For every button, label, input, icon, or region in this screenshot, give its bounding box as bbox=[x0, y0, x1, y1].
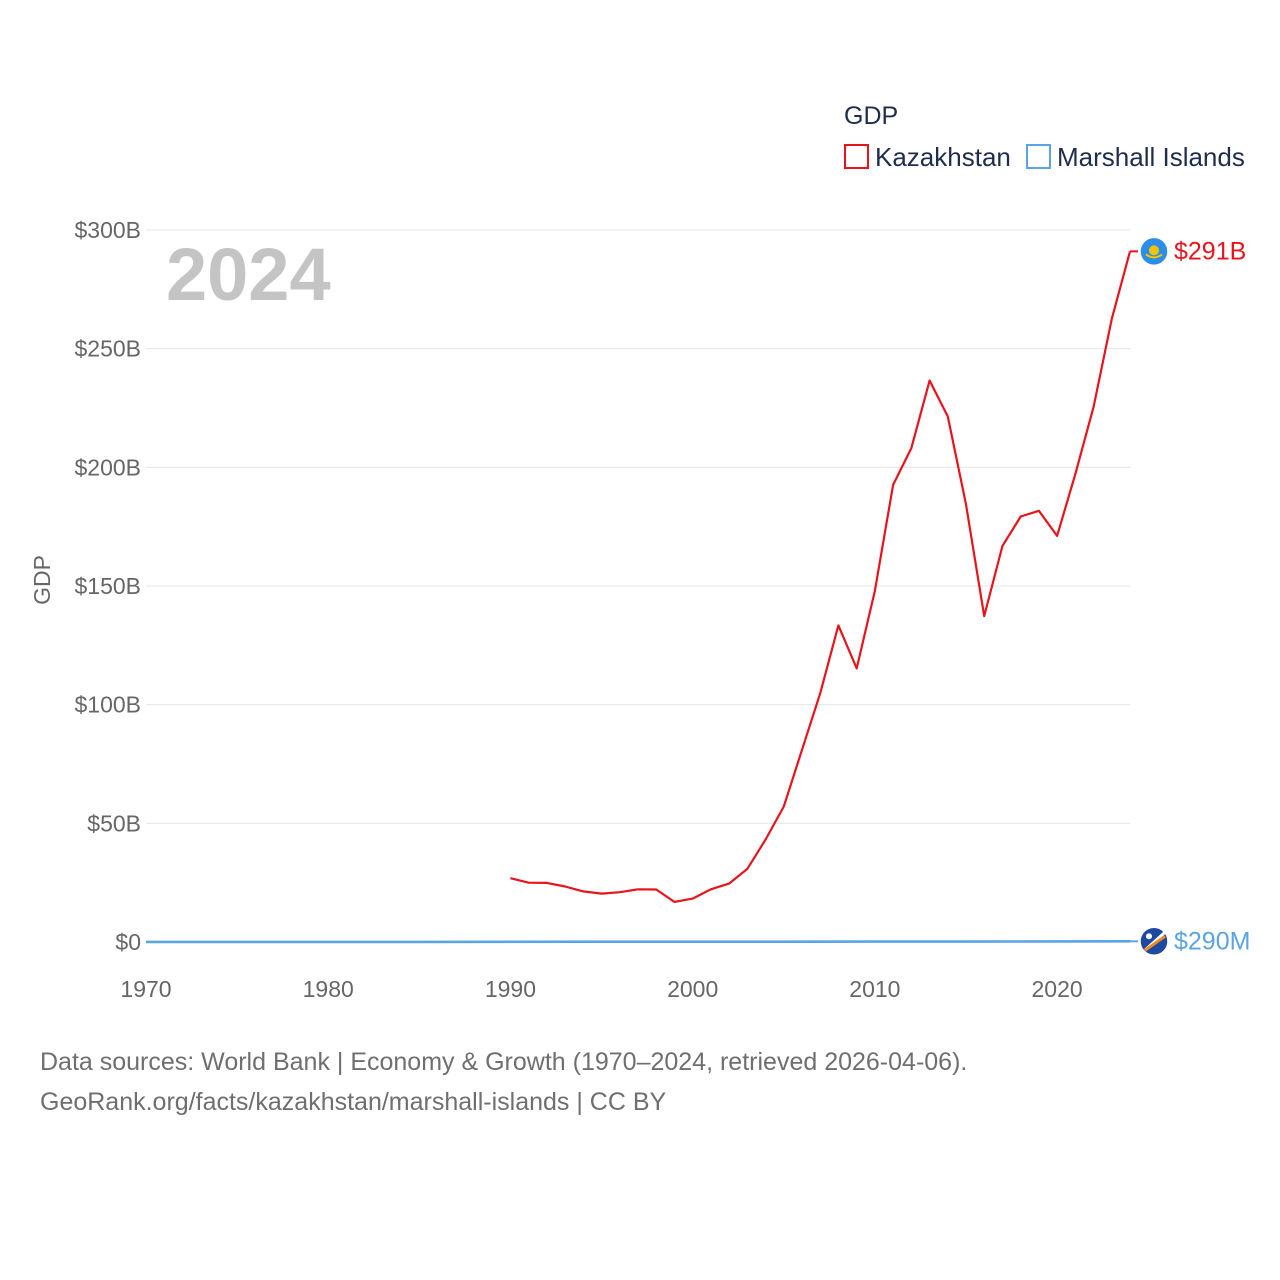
gridlines bbox=[146, 229, 1130, 943]
series-lines bbox=[146, 251, 1132, 944]
y-axis-title: GDP bbox=[29, 555, 55, 605]
legend-item-kazakhstan[interactable]: Kazakhstan bbox=[844, 142, 1011, 172]
source-line: Data sources: World Bank | Economy & Gro… bbox=[40, 1048, 968, 1076]
legend-title: GDP bbox=[844, 102, 898, 130]
legend-item-marshall-islands[interactable]: Marshall Islands bbox=[1026, 142, 1245, 172]
kazakhstan-flag-icon bbox=[1139, 236, 1169, 267]
legend: GDP Kazakhstan Marshall Islands bbox=[844, 102, 1245, 172]
y-tick-label: $300B bbox=[74, 217, 141, 243]
x-tick-label: 1990 bbox=[485, 976, 536, 1002]
y-tick-label: $150B bbox=[74, 573, 141, 599]
x-tick-label: 1980 bbox=[303, 976, 354, 1002]
legend-swatch-kazakhstan bbox=[844, 144, 869, 169]
end-label-marshall-islands: $290M bbox=[1174, 927, 1250, 955]
end-label-kazakhstan: $291B bbox=[1174, 237, 1246, 265]
gdp-line-chart: $0 $50B $100B $150B $200B $250B $300B 1970 1980… bbox=[29, 102, 1250, 1002]
x-tick-label: 1970 bbox=[120, 976, 171, 1002]
x-tick-label: 2010 bbox=[849, 976, 900, 1002]
y-tick-label: $100B bbox=[74, 692, 141, 718]
y-tick-label: $200B bbox=[74, 454, 141, 480]
series-end-markers bbox=[1130, 250, 1138, 943]
legend-label-kazakhstan: Kazakhstan bbox=[875, 142, 1011, 172]
series-line-kazakhstan bbox=[510, 251, 1132, 904]
series-line-marshall-islands bbox=[146, 939, 1131, 944]
x-tick-label: 2020 bbox=[1032, 976, 1083, 1002]
legend-label-marshall-islands: Marshall Islands bbox=[1057, 142, 1245, 172]
marshall-islands-flag-icon bbox=[1139, 926, 1169, 957]
attribution-line[interactable]: GeoRank.org/facts/kazakhstan/marshall-is… bbox=[40, 1088, 667, 1116]
x-tick-label: 2000 bbox=[667, 976, 718, 1002]
y-tick-label: $50B bbox=[87, 810, 141, 836]
legend-swatch-marshall-islands bbox=[1026, 144, 1051, 169]
y-tick-label: $250B bbox=[74, 336, 141, 362]
data-source-footer: Data sources: World Bank | Economy & Gro… bbox=[40, 1042, 1240, 1122]
y-tick-label: $0 bbox=[115, 929, 141, 955]
year-label: 2024 bbox=[166, 233, 331, 316]
x-axis-ticks: 1970 1980 1990 2000 2010 2020 bbox=[120, 976, 1082, 1002]
y-axis-ticks: $0 $50B $100B $150B $200B $250B $300B bbox=[74, 217, 141, 955]
